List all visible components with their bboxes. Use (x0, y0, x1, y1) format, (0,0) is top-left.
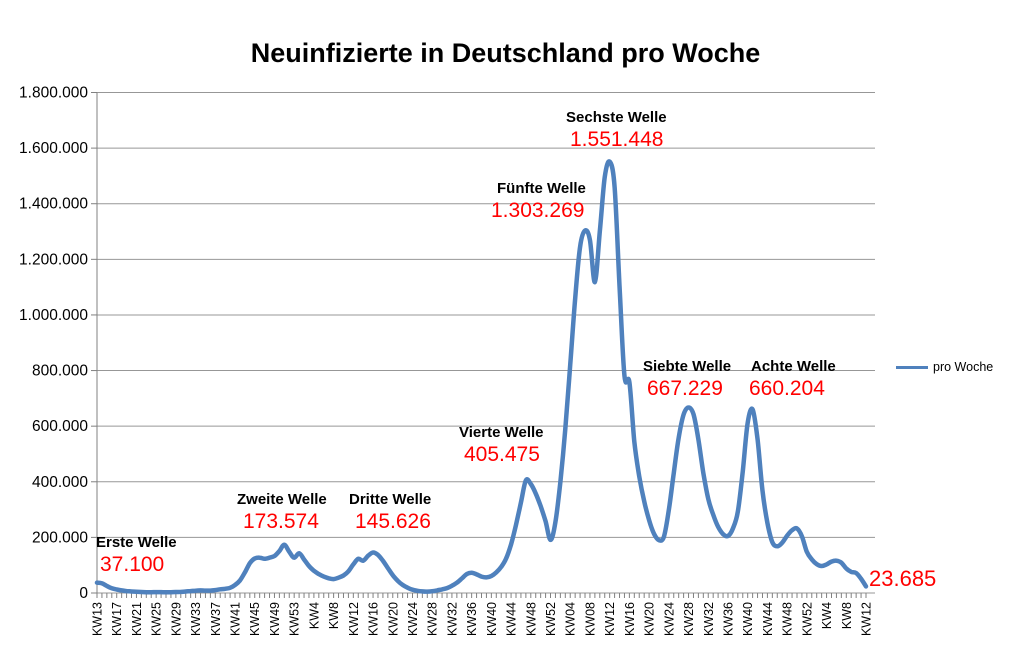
x-tick-label: KW40 (741, 602, 755, 636)
x-tick-label: KW12 (860, 602, 874, 636)
x-tick-label: KW44 (761, 602, 775, 636)
x-tick-label: KW49 (268, 602, 282, 636)
wave-annotation-value: 145.626 (355, 510, 431, 533)
wave-annotation-value: 1.303.269 (491, 199, 585, 222)
x-tick-label: KW12 (603, 602, 617, 636)
x-tick-label: KW24 (406, 602, 420, 636)
x-tick-label: KW45 (248, 602, 262, 636)
wave-annotation-value: 1.551.448 (570, 128, 664, 151)
x-tick-label: KW16 (367, 602, 381, 636)
x-tick-label: KW53 (288, 602, 302, 636)
wave-annotation-value: 405.475 (464, 443, 540, 466)
y-tick-label: 800.000 (32, 363, 88, 380)
x-tick-label: KW48 (781, 602, 795, 636)
x-tick-label: KW36 (465, 602, 479, 636)
last-value-annotation: 23.685 (869, 566, 937, 591)
x-tick-label: KW36 (721, 602, 735, 636)
y-tick-label: 1.600.000 (19, 140, 88, 157)
x-tick-label: KW8 (327, 602, 341, 629)
x-tick-label: KW21 (130, 602, 144, 636)
wave-annotation-label: Siebte Welle (643, 358, 732, 375)
x-tick-label: KW24 (662, 602, 676, 636)
x-tick-label: KW32 (445, 602, 459, 636)
x-tick-label: KW52 (800, 602, 814, 636)
y-tick-label: 1.800.000 (19, 85, 88, 102)
x-tick-label: KW17 (110, 602, 124, 636)
wave-annotation-label: Sechste Welle (566, 109, 667, 126)
x-tick-label: KW20 (386, 602, 400, 636)
x-tick-label: KW28 (682, 602, 696, 636)
x-tick-label: KW32 (702, 602, 716, 636)
y-tick-label: 1.000.000 (19, 307, 88, 324)
wave-annotation-value: 173.574 (243, 510, 319, 533)
x-tick-label: KW52 (544, 602, 558, 636)
wave-annotation-label: Fünfte Welle (497, 180, 586, 197)
x-tick-label: KW33 (189, 602, 203, 636)
legend: pro Woche (896, 360, 993, 374)
wave-annotation-label: Achte Welle (751, 358, 836, 375)
x-tick-label: KW37 (209, 602, 223, 636)
x-tick-label: KW8 (840, 602, 854, 629)
x-tick-label: KW16 (623, 602, 637, 636)
x-tick-label: KW41 (229, 602, 243, 636)
x-tick-label: KW25 (150, 602, 164, 636)
y-tick-label: 400.000 (32, 474, 88, 491)
wave-annotation-label: Vierte Welle (459, 424, 544, 441)
x-tick-label: KW12 (347, 602, 361, 636)
wave-annotation-value: 667.229 (647, 377, 723, 400)
legend-line-sample (896, 365, 928, 369)
wave-annotation-value: 37.100 (100, 553, 165, 576)
y-tick-label: 1.200.000 (19, 251, 88, 268)
wave-annotation-label: Dritte Welle (349, 491, 432, 508)
y-tick-label: 600.000 (32, 418, 88, 435)
x-tick-label: KW4 (820, 602, 834, 629)
x-tick-label: KW44 (505, 602, 519, 636)
x-tick-label: KW08 (583, 602, 597, 636)
series-line (94, 159, 869, 595)
x-tick-label: KW4 (307, 602, 321, 629)
x-tick-label: KW48 (524, 602, 538, 636)
x-tick-label: KW40 (485, 602, 499, 636)
wave-annotation-label: Zweite Welle (237, 491, 327, 508)
wave-annotation-value: 660.204 (749, 377, 825, 400)
y-tick-label: 1.400.000 (19, 196, 88, 213)
x-tick-label: KW04 (564, 602, 578, 636)
x-tick-label: KW20 (643, 602, 657, 636)
chart-title: Neuinfizierte in Deutschland pro Woche (250, 38, 761, 68)
legend-series-label: pro Woche (933, 360, 994, 374)
y-tick-label: 0 (79, 585, 88, 602)
y-tick-label: 200.000 (32, 529, 88, 546)
x-tick-label: KW28 (426, 602, 440, 636)
x-tick-label: KW29 (169, 602, 183, 636)
x-tick-label: KW13 (91, 602, 105, 636)
wave-annotation-label: Erste Welle (96, 534, 177, 551)
